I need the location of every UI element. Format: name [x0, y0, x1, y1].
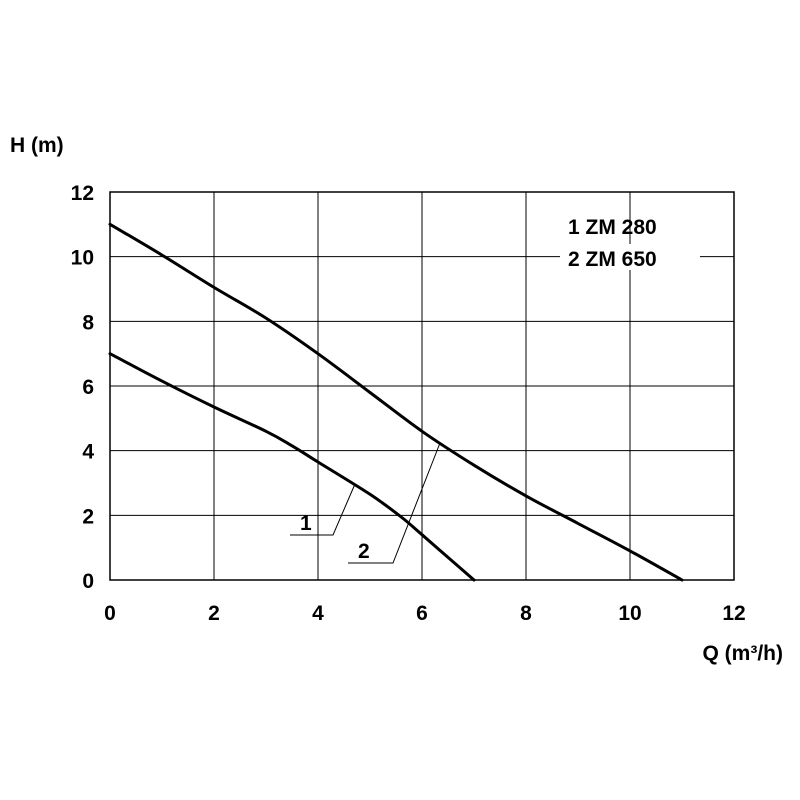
x-tick-label: 6	[416, 602, 428, 625]
plot-frame	[109, 191, 735, 581]
y-tick-label: 2	[82, 505, 94, 528]
curve-tag-leader-1	[290, 483, 356, 536]
x-tick-label: 4	[312, 602, 324, 625]
x-tick-label: 0	[104, 602, 116, 625]
curve-tag-1: 1	[300, 512, 312, 535]
curve-series-2	[108, 222, 684, 582]
x-tick-label: 10	[618, 602, 641, 625]
curve-tags: 12	[290, 442, 441, 564]
y-tick-label: 0	[82, 570, 94, 593]
y-tick-label: 12	[71, 182, 94, 205]
y-tick-label: 8	[82, 311, 94, 334]
y-axis-label: H (m)	[10, 134, 64, 157]
curve-series-1	[108, 352, 476, 582]
x-tick-label: 2	[208, 602, 220, 625]
x-axis-label: Q (m³/h)	[703, 642, 783, 665]
curve-tag-leader-2	[348, 442, 441, 564]
legend-backing	[560, 244, 700, 270]
legend-entry-2: 2 ZM 650	[568, 248, 657, 271]
x-tick-label: 8	[520, 602, 532, 625]
curves	[108, 222, 684, 582]
legend-entry-1: 1 ZM 280	[568, 216, 657, 239]
y-tick-label: 10	[71, 247, 94, 270]
legend: 1 ZM 280 2 ZM 650	[560, 216, 700, 271]
y-tick-label: 6	[82, 376, 94, 399]
curve-tag-2: 2	[358, 540, 370, 563]
x-tick-label: 12	[722, 602, 745, 625]
y-tick-label: 4	[82, 441, 94, 464]
